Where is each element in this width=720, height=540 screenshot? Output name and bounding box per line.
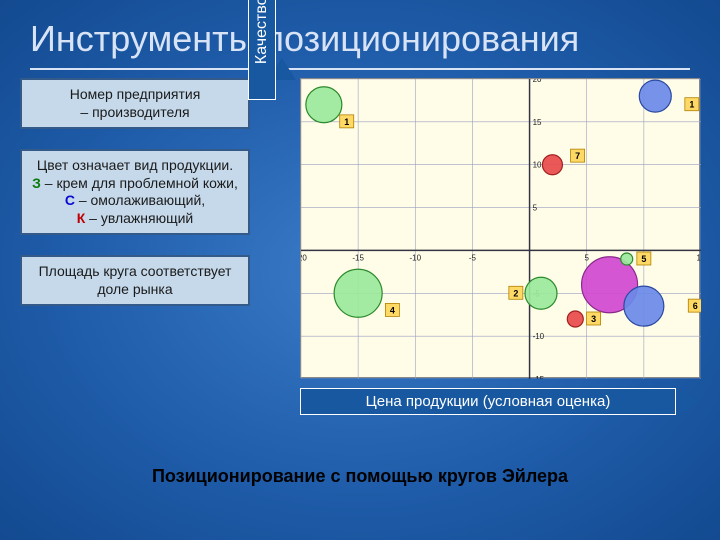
x-axis-row: Цена продукции (условная оценка) bbox=[300, 388, 700, 415]
info-box-color: Цвет означает вид продукции.З – крем для… bbox=[20, 149, 250, 235]
svg-text:-10: -10 bbox=[410, 253, 422, 262]
svg-text:15: 15 bbox=[533, 118, 542, 127]
svg-text:3: 3 bbox=[591, 314, 596, 324]
info-box-number: Номер предприятия– производителя bbox=[20, 78, 250, 129]
svg-text:5: 5 bbox=[641, 254, 646, 264]
svg-text:6: 6 bbox=[693, 301, 698, 311]
legend-column: Номер предприятия– производителя Цвет оз… bbox=[20, 78, 250, 326]
svg-text:2: 2 bbox=[513, 288, 518, 298]
svg-text:5: 5 bbox=[533, 204, 538, 213]
svg-text:-20: -20 bbox=[301, 253, 307, 262]
x-axis-label: Цена продукции (условная оценка) bbox=[300, 388, 676, 415]
svg-text:5: 5 bbox=[584, 253, 589, 262]
svg-text:1: 1 bbox=[344, 117, 349, 127]
svg-text:7: 7 bbox=[575, 151, 580, 161]
svg-text:-5: -5 bbox=[469, 253, 477, 262]
bubble-chart: -20-15-10-551015-15-10-55101520111764235 bbox=[300, 78, 700, 378]
page-title: Инструменты позиционирования bbox=[0, 0, 720, 68]
title-divider bbox=[30, 68, 690, 70]
svg-text:4: 4 bbox=[390, 305, 395, 315]
info-box-area: Площадь круга соответствует доле рынка bbox=[20, 255, 250, 306]
svg-text:20: 20 bbox=[533, 79, 542, 84]
footer-caption: Позиционирование с помощью кругов Эйлера bbox=[0, 466, 720, 487]
svg-text:-10: -10 bbox=[533, 332, 545, 341]
svg-text:15: 15 bbox=[697, 253, 701, 262]
y-axis-label: Качество (условная оценка) bbox=[248, 0, 276, 100]
svg-text:-15: -15 bbox=[533, 375, 545, 379]
content-area: Номер предприятия– производителя Цвет оз… bbox=[0, 78, 720, 438]
svg-text:10: 10 bbox=[533, 161, 542, 170]
x-axis-arrow-icon bbox=[680, 390, 700, 414]
svg-text:1: 1 bbox=[689, 100, 694, 110]
svg-text:-15: -15 bbox=[352, 253, 364, 262]
